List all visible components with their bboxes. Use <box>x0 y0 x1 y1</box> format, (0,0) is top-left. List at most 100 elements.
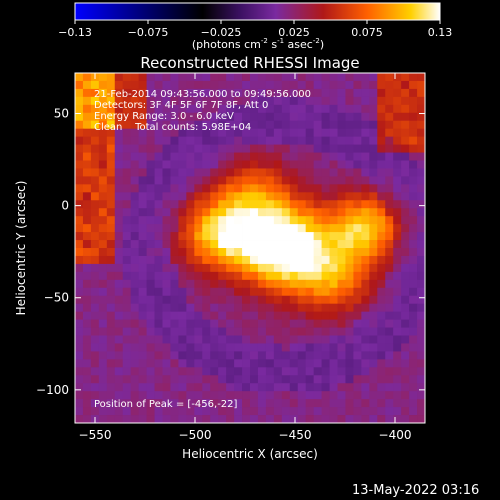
heatmap-cell <box>361 200 370 209</box>
heatmap-cell <box>194 407 203 416</box>
heatmap-cell <box>385 415 394 424</box>
heatmap-cell <box>242 367 251 376</box>
heatmap-cell <box>345 311 354 320</box>
heatmap-cell <box>377 192 386 201</box>
heatmap-cell <box>313 391 322 400</box>
x-tick-label: −550 <box>79 428 112 442</box>
heatmap-cell <box>281 407 291 416</box>
heatmap-cell <box>170 168 179 177</box>
heatmap-cell <box>218 152 227 161</box>
heatmap-cell <box>82 295 92 305</box>
heatmap-cell <box>186 359 195 368</box>
heatmap-cell <box>178 128 187 138</box>
heatmap-cell <box>178 383 187 392</box>
heatmap-cell <box>417 240 426 249</box>
heatmap-cell <box>82 335 92 344</box>
heatmap-cell <box>75 255 84 265</box>
heatmap-cell <box>226 407 235 416</box>
heatmap-cell <box>281 192 291 201</box>
heatmap-cell <box>353 160 362 169</box>
heatmap-cell <box>250 367 259 376</box>
heatmap-cell <box>130 112 140 122</box>
heatmap-cell <box>393 240 402 249</box>
heatmap-cell <box>242 263 251 273</box>
heatmap-cell <box>305 415 315 424</box>
heatmap-cell <box>345 295 354 305</box>
heatmap-cell <box>82 399 92 408</box>
heatmap-cell <box>289 144 299 153</box>
colorbar-tick-label: −0.075 <box>128 26 169 39</box>
heatmap-cell <box>401 88 410 98</box>
heatmap-cell <box>242 279 251 289</box>
heatmap-cell <box>281 415 291 424</box>
heatmap-cell <box>337 176 346 185</box>
heatmap-cell <box>369 255 378 265</box>
heatmap-cell <box>90 240 100 249</box>
heatmap-cell <box>186 255 195 265</box>
y-tick-label: 50 <box>54 107 69 121</box>
heatmap-cell <box>265 319 275 328</box>
heatmap-cell <box>242 192 251 201</box>
heatmap-cell <box>234 327 243 336</box>
heatmap-cell <box>393 335 402 344</box>
heatmap-cell <box>90 176 100 185</box>
heatmap-cell <box>162 128 171 138</box>
heatmap-cell <box>194 327 203 336</box>
heatmap-cell <box>417 73 426 82</box>
heatmap-cell <box>393 184 402 193</box>
heatmap-cell <box>345 104 354 114</box>
heatmap-cell <box>401 192 410 201</box>
heatmap-cell <box>114 319 124 328</box>
heatmap-cell <box>186 311 195 320</box>
heatmap-cell <box>106 136 116 145</box>
heatmap-cell <box>409 367 418 376</box>
heatmap-cell <box>250 136 259 145</box>
heatmap-cell <box>146 255 155 265</box>
heatmap-cell <box>257 73 267 82</box>
heatmap-cell <box>281 112 291 122</box>
heatmap-cell <box>82 255 92 265</box>
heatmap-cell <box>202 88 211 98</box>
heatmap-cell <box>154 279 163 289</box>
heatmap-cell <box>186 128 195 138</box>
heatmap-cell <box>337 399 346 408</box>
heatmap-cell <box>170 152 179 161</box>
heatmap-cell <box>194 375 203 384</box>
heatmap-cell <box>194 287 203 297</box>
heatmap-cell <box>146 232 155 241</box>
heatmap-cell <box>90 359 100 368</box>
heatmap-cell <box>98 120 108 130</box>
heatmap-cell <box>377 367 386 376</box>
heatmap-cell <box>154 295 163 305</box>
heatmap-cell <box>409 295 418 305</box>
heatmap-cell <box>250 240 259 249</box>
heatmap-cell <box>154 144 163 153</box>
heatmap-cell <box>313 287 322 297</box>
heatmap-cell <box>75 327 84 336</box>
x-axis-label: Heliocentric X (arcsec) <box>182 447 318 461</box>
heatmap-cell <box>162 184 171 193</box>
heatmap-cell <box>329 248 338 257</box>
heatmap-cell <box>329 359 338 368</box>
heatmap-cell <box>393 263 402 273</box>
heatmap-cell <box>250 351 259 360</box>
heatmap-cell <box>417 96 426 106</box>
heatmap-cell <box>313 351 322 360</box>
heatmap-cell <box>154 224 163 233</box>
heatmap-cell <box>289 200 299 209</box>
heatmap-cell <box>242 73 251 82</box>
heatmap-cell <box>337 224 346 233</box>
heatmap-cell <box>401 73 410 82</box>
heatmap-cell <box>377 240 386 249</box>
heatmap-cell <box>218 311 227 320</box>
heatmap-cell <box>114 128 124 138</box>
heatmap-cell <box>170 240 179 249</box>
heatmap-cell <box>162 351 171 360</box>
heatmap-cell <box>273 104 283 114</box>
heatmap-cell <box>417 255 426 265</box>
heatmap-cell <box>75 120 84 130</box>
heatmap-cell <box>297 311 307 320</box>
heatmap-cell <box>202 240 211 249</box>
heatmap-cell <box>250 144 259 153</box>
heatmap-cell <box>114 160 124 169</box>
